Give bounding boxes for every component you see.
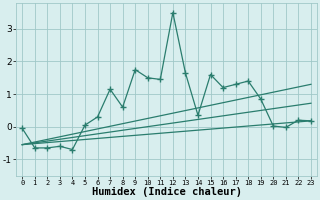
X-axis label: Humidex (Indice chaleur): Humidex (Indice chaleur): [92, 187, 242, 197]
